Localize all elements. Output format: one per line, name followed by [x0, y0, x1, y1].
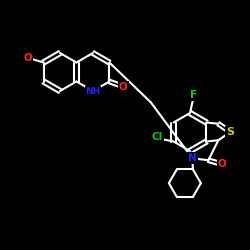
Text: N: N: [188, 153, 197, 163]
Text: O: O: [119, 82, 128, 92]
Text: S: S: [226, 127, 234, 137]
Text: Cl: Cl: [152, 132, 163, 142]
Text: O: O: [24, 53, 32, 63]
Text: NH: NH: [85, 86, 100, 96]
Text: F: F: [190, 90, 198, 100]
Text: O: O: [218, 159, 227, 169]
